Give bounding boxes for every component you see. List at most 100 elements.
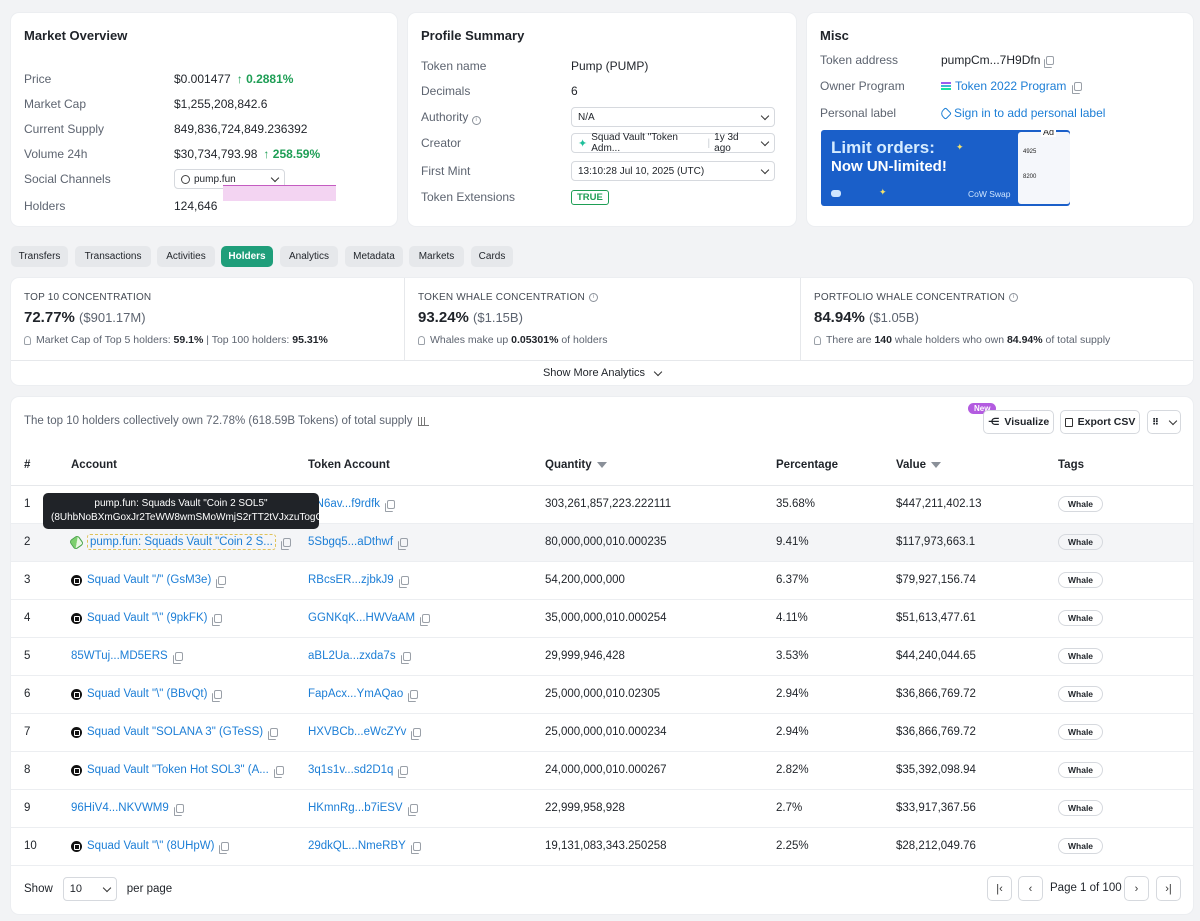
copy-icon[interactable]: [212, 613, 223, 626]
chart-icon[interactable]: [418, 416, 430, 426]
account-link[interactable]: Squad Vault "\" (BBvQt): [87, 688, 208, 700]
copy-icon[interactable]: [216, 575, 227, 588]
authority-row: Authority i N/A: [421, 106, 783, 128]
owner-program-link[interactable]: Token 2022 Program: [955, 79, 1067, 93]
misc-card: Misc Token address pumpCm...7H9Dfn Owner…: [807, 13, 1193, 226]
copy-icon[interactable]: [407, 803, 418, 816]
value-cell: $44,240,044.65: [896, 637, 1058, 676]
prev-page-button[interactable]: ‹: [1018, 876, 1043, 901]
account-link[interactable]: Squad Vault "/" (GsM3e): [87, 574, 212, 586]
account-link[interactable]: Squad Vault "SOLANA 3" (GTeSS): [87, 726, 264, 738]
account-link[interactable]: Squad Vault "\" (9pkFK): [87, 612, 208, 624]
copy-icon[interactable]: [411, 727, 422, 740]
copy-icon[interactable]: [1072, 81, 1083, 94]
account-link[interactable]: 85WTuj...MD5ERS: [71, 650, 168, 662]
profile-summary-title: Profile Summary: [421, 28, 525, 43]
copy-icon[interactable]: [219, 841, 230, 854]
first-mint-select[interactable]: 13:10:28 Jul 10, 2025 (UTC): [571, 161, 775, 181]
whale-tag[interactable]: Whale: [1058, 610, 1104, 626]
account-link[interactable]: Squad Vault "Token Hot SOL3" (A...: [87, 764, 269, 776]
last-page-button[interactable]: ›|: [1156, 876, 1181, 901]
token-account-link[interactable]: FapAcx...YmAQao: [308, 688, 404, 700]
token-account-link[interactable]: GGNKqK...HWVaAM: [308, 612, 416, 624]
copy-icon[interactable]: [398, 575, 409, 588]
squad-vault-icon: [71, 612, 82, 624]
account-link[interactable]: Squad Vault "\" (8UHpW): [87, 840, 215, 852]
quantity-cell: 19,131,083,343.250258: [545, 827, 776, 866]
token-account-link[interactable]: aBL2Ua...zxda7s: [308, 650, 396, 662]
token-account-link[interactable]: HXVBCb...eWcZYv: [308, 726, 407, 738]
first-mint-row: First Mint 13:10:28 Jul 10, 2025 (UTC): [421, 160, 783, 182]
visualize-button[interactable]: ⋲ Visualize: [983, 410, 1054, 434]
tab-activities[interactable]: Activities: [157, 246, 215, 267]
whale-tag[interactable]: Whale: [1058, 838, 1104, 854]
copy-icon[interactable]: [400, 651, 411, 664]
table-row: 9 96HiV4...NKVWM9 HKmnRg...b7iESV 22,999,95…: [11, 789, 1193, 828]
whale-tag[interactable]: Whale: [1058, 724, 1104, 740]
col-quantity[interactable]: Quantity: [545, 445, 776, 486]
whale-tag[interactable]: Whale: [1058, 648, 1104, 664]
authority-select[interactable]: N/A: [571, 107, 775, 127]
filter-icon[interactable]: [931, 461, 942, 468]
whale-tag[interactable]: Whale: [1058, 534, 1104, 550]
token-account-link[interactable]: 3q1s1v...sd2D1q: [308, 764, 394, 776]
tab-holders[interactable]: Holders: [221, 246, 273, 267]
copy-icon[interactable]: [273, 765, 284, 778]
tab-transactions[interactable]: Transactions: [75, 246, 151, 267]
tab-metadata[interactable]: Metadata: [345, 246, 403, 267]
token-account-link[interactable]: 29dkQL...NmeRBY: [308, 840, 406, 852]
copy-icon[interactable]: [410, 841, 421, 854]
whale-tag[interactable]: Whale: [1058, 572, 1104, 588]
next-page-button[interactable]: ›: [1124, 876, 1149, 901]
personal-label-row: Personal label Sign in to add personal l…: [820, 102, 1180, 124]
account-link[interactable]: 96HiV4...NKVWM9: [71, 802, 169, 814]
per-page-select[interactable]: 10: [62, 877, 117, 901]
tab-analytics[interactable]: Analytics: [280, 246, 338, 267]
top10-note: Market Cap of Top 5 holders: 59.1% | Top…: [24, 334, 328, 346]
col-value[interactable]: Value: [896, 445, 1058, 486]
copy-icon[interactable]: [1044, 55, 1055, 68]
copy-icon[interactable]: [173, 803, 184, 816]
export-csv-button[interactable]: Export CSV: [1060, 410, 1140, 434]
token-account-link[interactable]: RBcsER...zjbkJ9: [308, 574, 394, 586]
copy-icon[interactable]: [385, 499, 396, 512]
supply-label: Current Supply: [24, 122, 105, 136]
copy-icon[interactable]: [268, 727, 279, 740]
sign-in-link[interactable]: Sign in to add personal label: [954, 106, 1106, 120]
account-link[interactable]: pump.fun: Squads Vault "Coin 2 S...: [87, 534, 276, 550]
tab-markets[interactable]: Markets: [409, 246, 464, 267]
tab-cards[interactable]: Cards: [471, 246, 513, 267]
copy-icon[interactable]: [408, 689, 419, 702]
token-account-cell: 3q1s1v...sd2D1q: [308, 751, 545, 790]
percentage-cell: 9.41%: [776, 523, 896, 562]
copy-icon[interactable]: [212, 689, 223, 702]
token-account-link[interactable]: HKmnRg...b7iESV: [308, 802, 403, 814]
account-cell: Squad Vault "\" (8UHpW): [71, 827, 308, 866]
percentage-cell: 6.37%: [776, 561, 896, 600]
copy-icon[interactable]: [398, 765, 409, 778]
whale-tag[interactable]: Whale: [1058, 800, 1104, 816]
creator-select[interactable]: ✦ Squad Vault "Token Adm... | 1y 3d ago: [571, 132, 775, 154]
copy-icon[interactable]: [398, 537, 409, 550]
rank-cell: 3: [11, 561, 71, 600]
whale-tag[interactable]: Whale: [1058, 686, 1104, 702]
first-page-button[interactable]: |‹: [987, 876, 1012, 901]
info-icon: i: [1009, 293, 1019, 302]
bulb-icon: [24, 335, 31, 345]
copy-icon[interactable]: [420, 613, 431, 626]
token-account-link[interactable]: 5Sbgq5...aDthwf: [308, 536, 394, 548]
filter-icon[interactable]: [596, 461, 607, 468]
decimals-label: Decimals: [421, 84, 471, 98]
whale-tag[interactable]: Whale: [1058, 496, 1104, 512]
whale-tag[interactable]: Whale: [1058, 762, 1104, 778]
column-options-button[interactable]: ⠿: [1147, 410, 1181, 434]
show-more-analytics-button[interactable]: Show More Analytics: [11, 360, 1193, 385]
ad-banner[interactable]: Limit orders: Now UN-limited! CoW Swap ✦…: [821, 130, 1070, 206]
token-account-link[interactable]: AN6av...f9rdfk: [308, 498, 381, 510]
copy-icon[interactable]: [172, 651, 183, 664]
tab-transfers[interactable]: Transfers: [11, 246, 68, 267]
copy-icon[interactable]: [280, 537, 291, 550]
price-row: Price $0.001477 ↑ 0.2881%: [24, 68, 384, 90]
extensions-badge[interactable]: TRUE: [571, 189, 609, 205]
table-row: 5 85WTuj...MD5ERS aBL2Ua...zxda7s 29,999,94…: [11, 637, 1193, 676]
